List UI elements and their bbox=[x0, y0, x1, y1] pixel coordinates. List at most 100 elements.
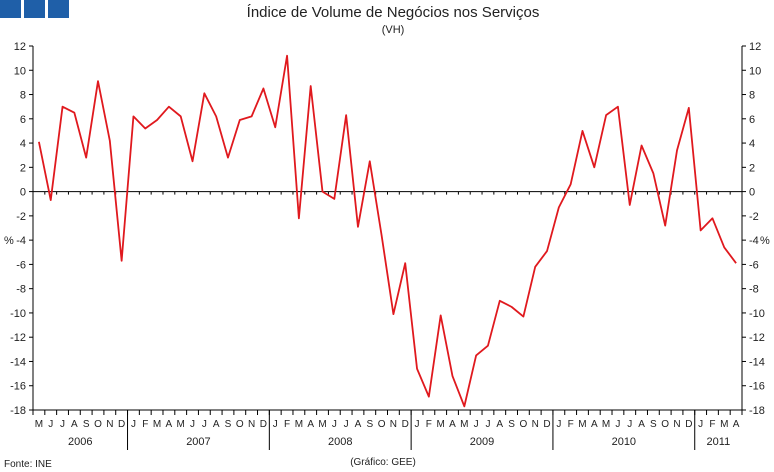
y-tick-label-right: 0 bbox=[749, 187, 755, 199]
data-point bbox=[286, 55, 288, 57]
month-label: F bbox=[284, 419, 290, 430]
data-point bbox=[203, 92, 205, 94]
year-label: 2007 bbox=[186, 436, 210, 448]
y-tick-label-left: 2 bbox=[20, 162, 26, 174]
month-label: N bbox=[390, 419, 397, 430]
data-point bbox=[534, 266, 536, 268]
data-point bbox=[499, 300, 501, 302]
month-label: J bbox=[615, 419, 620, 430]
data-point bbox=[392, 313, 394, 315]
month-label: O bbox=[94, 419, 102, 430]
data-point bbox=[688, 107, 690, 109]
y-tick-label-left: 0 bbox=[20, 187, 26, 199]
data-point bbox=[711, 217, 713, 219]
data-point bbox=[570, 183, 572, 185]
month-label: N bbox=[106, 419, 113, 430]
data-point bbox=[274, 126, 276, 128]
month-label: N bbox=[532, 419, 539, 430]
data-point bbox=[97, 80, 99, 82]
month-label: F bbox=[142, 419, 148, 430]
month-label: M bbox=[295, 419, 303, 430]
data-point bbox=[381, 234, 383, 236]
month-label: J bbox=[273, 419, 278, 430]
data-point bbox=[168, 106, 170, 108]
y-tick-label-right: -10 bbox=[749, 308, 765, 320]
y-tick-label-left: 4 bbox=[20, 138, 26, 150]
month-label: D bbox=[685, 419, 692, 430]
data-point bbox=[700, 229, 702, 231]
y-tick-label-left: -12 bbox=[10, 332, 26, 344]
data-point bbox=[475, 354, 477, 356]
month-label: S bbox=[83, 419, 90, 430]
month-label: J bbox=[485, 419, 490, 430]
month-label: J bbox=[131, 419, 136, 430]
data-point bbox=[121, 260, 123, 262]
month-label: A bbox=[496, 419, 503, 430]
month-label: D bbox=[118, 419, 125, 430]
data-point bbox=[676, 149, 678, 151]
data-point bbox=[487, 345, 489, 347]
y-tick-label-left: -2 bbox=[16, 211, 26, 223]
y-tick-label-left: -8 bbox=[16, 284, 26, 296]
data-point bbox=[310, 85, 312, 87]
month-label: N bbox=[248, 419, 255, 430]
month-label: A bbox=[733, 419, 740, 430]
data-point bbox=[109, 140, 111, 142]
month-label: F bbox=[709, 419, 715, 430]
data-point bbox=[522, 316, 524, 318]
data-point bbox=[85, 157, 87, 159]
y-tick-label-right: 4 bbox=[749, 138, 755, 150]
month-label: A bbox=[591, 419, 598, 430]
data-point bbox=[357, 226, 359, 228]
data-point bbox=[428, 396, 430, 398]
month-label: O bbox=[236, 419, 244, 430]
data-point bbox=[463, 405, 465, 407]
year-label: 2006 bbox=[68, 436, 92, 448]
month-label: D bbox=[402, 419, 409, 430]
data-point bbox=[664, 225, 666, 227]
data-point bbox=[593, 166, 595, 168]
data-point bbox=[180, 115, 182, 117]
year-label: 2008 bbox=[328, 436, 352, 448]
chart-subtitle: (VH) bbox=[382, 24, 405, 36]
month-label: A bbox=[166, 419, 173, 430]
logo-block-2 bbox=[24, 0, 45, 18]
y-tick-label-right: -14 bbox=[749, 356, 765, 368]
month-label: J bbox=[344, 419, 349, 430]
y-tick-label-left: -16 bbox=[10, 381, 26, 393]
month-label: J bbox=[627, 419, 632, 430]
data-point bbox=[558, 206, 560, 208]
month-label: M bbox=[318, 419, 326, 430]
y-tick-label-right: -12 bbox=[749, 332, 765, 344]
month-label: M bbox=[602, 419, 610, 430]
data-point bbox=[50, 199, 52, 201]
y-axis-label-right: % bbox=[760, 235, 770, 247]
data-point bbox=[38, 141, 40, 143]
data-point bbox=[617, 106, 619, 108]
month-label: J bbox=[332, 419, 337, 430]
month-label: J bbox=[60, 419, 65, 430]
plot-area: 12 12 10 10 8 8 6 6 4 4 2 2 0 0 -2 -2 -4 -4 -6 -6 -8 -8 -10 -10… bbox=[10, 41, 765, 450]
month-label: M bbox=[35, 419, 43, 430]
month-label: O bbox=[520, 419, 528, 430]
month-label: J bbox=[202, 419, 207, 430]
month-label: M bbox=[720, 419, 728, 430]
y-tick-label-left: -10 bbox=[10, 308, 26, 320]
data-point bbox=[62, 106, 64, 108]
month-label: J bbox=[698, 419, 703, 430]
series-line bbox=[38, 54, 737, 408]
year-label: 2009 bbox=[470, 436, 494, 448]
y-tick-label-left: -18 bbox=[10, 405, 26, 417]
source-note: Fonte: INE bbox=[4, 459, 52, 470]
month-label: A bbox=[307, 419, 314, 430]
month-label: M bbox=[177, 419, 185, 430]
y-tick-label-right: -16 bbox=[749, 381, 765, 393]
y-tick-label-right: 8 bbox=[749, 90, 755, 102]
data-point bbox=[239, 119, 241, 121]
year-label: 2011 bbox=[707, 436, 731, 448]
data-point bbox=[73, 112, 75, 114]
y-tick-label-left: -4 bbox=[16, 235, 26, 247]
data-point bbox=[298, 217, 300, 219]
month-label: D bbox=[543, 419, 550, 430]
y-tick-label-left: 12 bbox=[14, 41, 26, 53]
